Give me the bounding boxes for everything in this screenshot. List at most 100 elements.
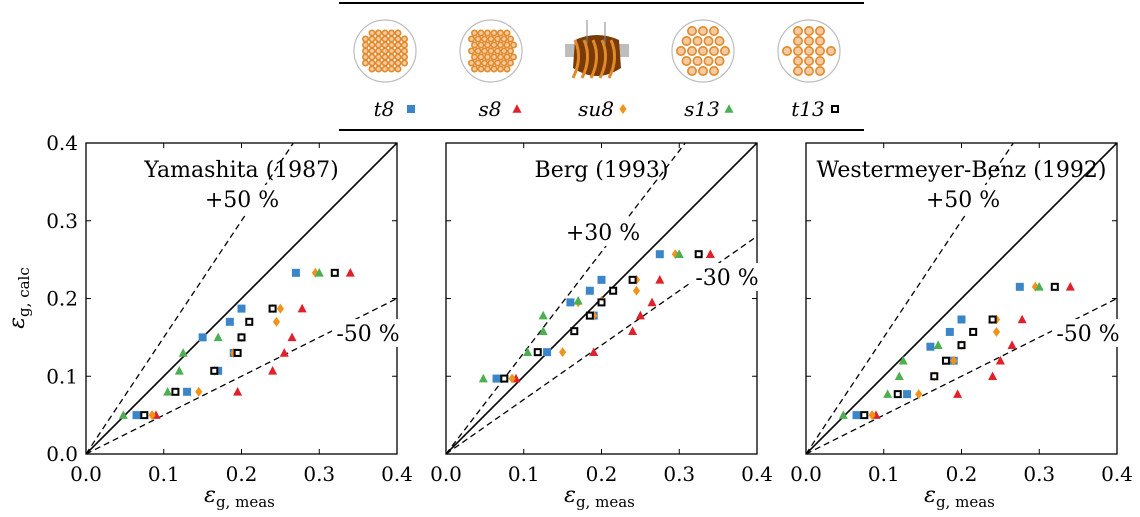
legend-marker-su8	[619, 104, 627, 114]
point-su8	[195, 386, 203, 397]
point-su8	[276, 303, 284, 314]
point-s13	[538, 310, 548, 320]
point-su8	[671, 249, 679, 260]
point-t8	[655, 250, 664, 259]
point-t8	[585, 286, 594, 295]
point-s8	[589, 347, 599, 356]
point-s13	[314, 268, 324, 277]
point-s13	[538, 326, 548, 335]
panel-westermeyer-benz: 0.0 0.1 0.2 0.3 0.4 Westermeyer-Benz (1992) +5…	[790, 142, 1133, 511]
point-s8	[1007, 340, 1017, 349]
legend: t8 s8 su8 s13 t13	[339, 2, 864, 131]
point-s13	[674, 249, 684, 258]
x-tick-label: 0.2	[586, 462, 618, 486]
y-tick-label: 0.4	[46, 131, 78, 155]
point-t8	[225, 317, 234, 326]
point-t13	[597, 298, 606, 307]
upper-band-label: +50 %	[205, 188, 279, 213]
point-t8	[597, 275, 606, 284]
x-tick-label: 0.2	[946, 462, 978, 486]
lower-band-line	[446, 235, 757, 454]
panel-title: Yamashita (1987)	[143, 158, 339, 183]
lower-band-line	[86, 297, 397, 454]
point-s13	[178, 348, 188, 357]
point-s8	[628, 326, 638, 335]
point-t8	[291, 268, 300, 277]
point-s13	[213, 332, 223, 342]
point-t13	[585, 311, 594, 320]
parity-line	[86, 143, 397, 454]
point-s13	[883, 389, 893, 398]
point-t13	[245, 317, 254, 326]
point-t13	[941, 356, 950, 365]
point-s13	[174, 366, 184, 375]
tube-bundle-s13-icon	[671, 19, 735, 83]
point-s8	[297, 303, 307, 313]
lower-band-label: -50 %	[336, 322, 399, 347]
y-axis-label: εg, calc	[5, 267, 33, 329]
lower-band-line	[806, 297, 1117, 454]
point-su8	[148, 410, 156, 421]
point-t8	[926, 342, 935, 351]
x-tick-label: 0.4	[741, 462, 773, 486]
x-tick-label: 0.3	[1023, 462, 1055, 486]
point-s8	[988, 371, 998, 381]
point-s13	[573, 296, 583, 305]
twisted-tube-bundle-icon	[565, 20, 629, 79]
point-su8	[992, 326, 1001, 337]
point-s8	[1065, 282, 1075, 291]
point-t13	[268, 304, 277, 313]
point-s13	[894, 371, 904, 381]
point-t13	[694, 250, 703, 259]
point-t13	[330, 268, 339, 277]
point-s8	[635, 310, 645, 320]
point-t13	[171, 387, 180, 396]
legend-marker-s13	[724, 104, 734, 113]
legend-entry-t8: t8	[353, 19, 417, 121]
x-tick-label: 0.1	[148, 462, 180, 486]
point-t13	[210, 366, 219, 375]
legend-entry-t13: t13	[777, 19, 841, 121]
legend-label-su8: su8	[578, 97, 614, 121]
point-su8	[559, 347, 567, 358]
point-su8	[508, 373, 516, 384]
tube-bundle-t8-icon	[353, 19, 417, 83]
point-s8	[953, 389, 963, 398]
point-su8	[950, 355, 958, 366]
point-su8	[868, 410, 876, 421]
point-s8	[233, 387, 243, 396]
x-tick-label: 0.0	[70, 462, 102, 486]
point-t8	[852, 411, 861, 420]
legend-entry-s13: s13	[671, 19, 735, 121]
upper-band-label: +30 %	[566, 221, 640, 246]
panel-berg: 0.0 0.1 0.2 0.3 0.4 Berg (1993) +30 % -30 % εg, …	[430, 142, 773, 511]
upper-band-label: +50 %	[926, 188, 1000, 213]
lower-band-label: -50 %	[1056, 322, 1119, 347]
point-s13	[478, 373, 488, 383]
point-su8	[272, 316, 281, 327]
point-t13	[500, 374, 509, 383]
point-s8	[705, 249, 715, 258]
point-t13	[969, 327, 978, 336]
y-tick-label: 0.2	[46, 287, 78, 311]
point-t13	[140, 411, 149, 420]
panel-yamashita: 0.00.0 0.1 0.1 0.2 0.2 0.3 0.3 0.4 0.4 Yamashita …	[46, 131, 413, 511]
panel-title: Westermeyer-Benz (1992)	[817, 158, 1107, 183]
point-s13	[118, 410, 128, 419]
point-s8	[655, 275, 665, 284]
x-axis-label: εg, meas	[924, 483, 995, 511]
point-s8	[1017, 314, 1027, 324]
x-tick-label: 0.4	[381, 462, 413, 486]
legend-entry-s8: s8	[459, 19, 523, 121]
point-s8	[995, 355, 1005, 365]
point-s8	[345, 268, 355, 277]
point-t8	[132, 411, 141, 420]
data-points	[478, 249, 715, 384]
point-t8	[566, 298, 575, 307]
scatter-panels: 0.00.00.10.10.20.20.30.30.40.4Yamashita …	[5, 131, 1133, 511]
legend-marker-t13	[831, 105, 839, 113]
upper-band-line	[446, 143, 686, 454]
point-t8	[957, 315, 966, 324]
point-t13	[237, 333, 246, 342]
